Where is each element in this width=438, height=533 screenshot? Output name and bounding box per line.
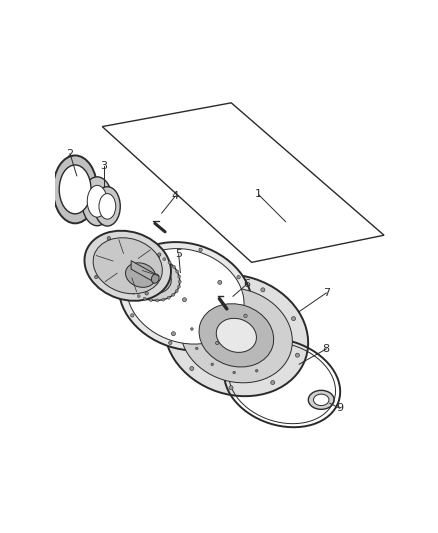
Ellipse shape <box>126 263 156 287</box>
Circle shape <box>137 295 140 297</box>
Circle shape <box>211 363 214 366</box>
Ellipse shape <box>216 318 257 352</box>
Circle shape <box>191 328 193 330</box>
Circle shape <box>156 299 159 302</box>
Text: 2: 2 <box>67 149 74 159</box>
Ellipse shape <box>85 231 171 301</box>
Text: 8: 8 <box>323 344 330 354</box>
Circle shape <box>176 270 179 273</box>
Circle shape <box>123 267 126 270</box>
Circle shape <box>233 371 236 374</box>
Text: 5: 5 <box>175 249 182 259</box>
Circle shape <box>152 248 155 252</box>
Text: 6: 6 <box>243 279 250 289</box>
Circle shape <box>237 276 240 279</box>
Ellipse shape <box>93 238 162 294</box>
Ellipse shape <box>152 274 159 283</box>
Circle shape <box>183 297 187 302</box>
Text: 7: 7 <box>323 288 330 298</box>
Text: 3: 3 <box>100 160 107 171</box>
Circle shape <box>190 367 194 370</box>
Text: 4: 4 <box>172 191 179 201</box>
Ellipse shape <box>95 187 120 226</box>
Ellipse shape <box>127 248 244 344</box>
Circle shape <box>132 291 135 294</box>
Circle shape <box>168 261 171 264</box>
Circle shape <box>124 282 127 285</box>
Circle shape <box>151 254 154 257</box>
Ellipse shape <box>87 185 107 217</box>
Circle shape <box>107 237 110 240</box>
Circle shape <box>144 253 147 256</box>
Circle shape <box>133 256 136 259</box>
Circle shape <box>169 341 172 344</box>
Circle shape <box>261 288 265 292</box>
Circle shape <box>175 289 178 293</box>
Ellipse shape <box>132 262 171 294</box>
Ellipse shape <box>119 242 252 351</box>
Circle shape <box>127 287 131 290</box>
Circle shape <box>171 332 176 336</box>
Circle shape <box>158 253 161 256</box>
Circle shape <box>295 353 300 357</box>
Circle shape <box>292 317 296 321</box>
Circle shape <box>138 254 141 257</box>
Circle shape <box>218 280 222 285</box>
Ellipse shape <box>314 394 329 406</box>
Circle shape <box>157 255 160 258</box>
Circle shape <box>199 248 202 252</box>
Circle shape <box>271 381 275 384</box>
Ellipse shape <box>180 288 292 383</box>
Circle shape <box>177 285 180 288</box>
Text: 9: 9 <box>336 403 343 413</box>
Circle shape <box>125 263 128 266</box>
Ellipse shape <box>59 165 91 214</box>
Circle shape <box>215 341 219 345</box>
Circle shape <box>122 277 125 280</box>
Circle shape <box>122 272 125 275</box>
Ellipse shape <box>82 177 113 225</box>
Circle shape <box>131 314 134 317</box>
Ellipse shape <box>199 304 274 367</box>
Ellipse shape <box>99 193 116 219</box>
Circle shape <box>145 292 148 295</box>
Circle shape <box>195 347 198 350</box>
Circle shape <box>162 298 165 301</box>
Circle shape <box>178 280 181 283</box>
Ellipse shape <box>123 255 180 301</box>
Ellipse shape <box>53 156 97 223</box>
Circle shape <box>255 369 258 372</box>
Polygon shape <box>131 261 155 282</box>
Ellipse shape <box>308 390 334 409</box>
Circle shape <box>173 265 176 268</box>
Circle shape <box>128 259 131 262</box>
Circle shape <box>244 314 247 318</box>
Circle shape <box>143 297 146 300</box>
Circle shape <box>149 298 152 302</box>
Circle shape <box>172 293 175 296</box>
Ellipse shape <box>165 274 308 396</box>
Circle shape <box>163 257 166 261</box>
Text: 1: 1 <box>255 190 262 199</box>
Circle shape <box>124 275 127 279</box>
Circle shape <box>167 296 170 299</box>
Circle shape <box>95 275 98 279</box>
Circle shape <box>178 275 181 278</box>
Circle shape <box>229 386 233 390</box>
